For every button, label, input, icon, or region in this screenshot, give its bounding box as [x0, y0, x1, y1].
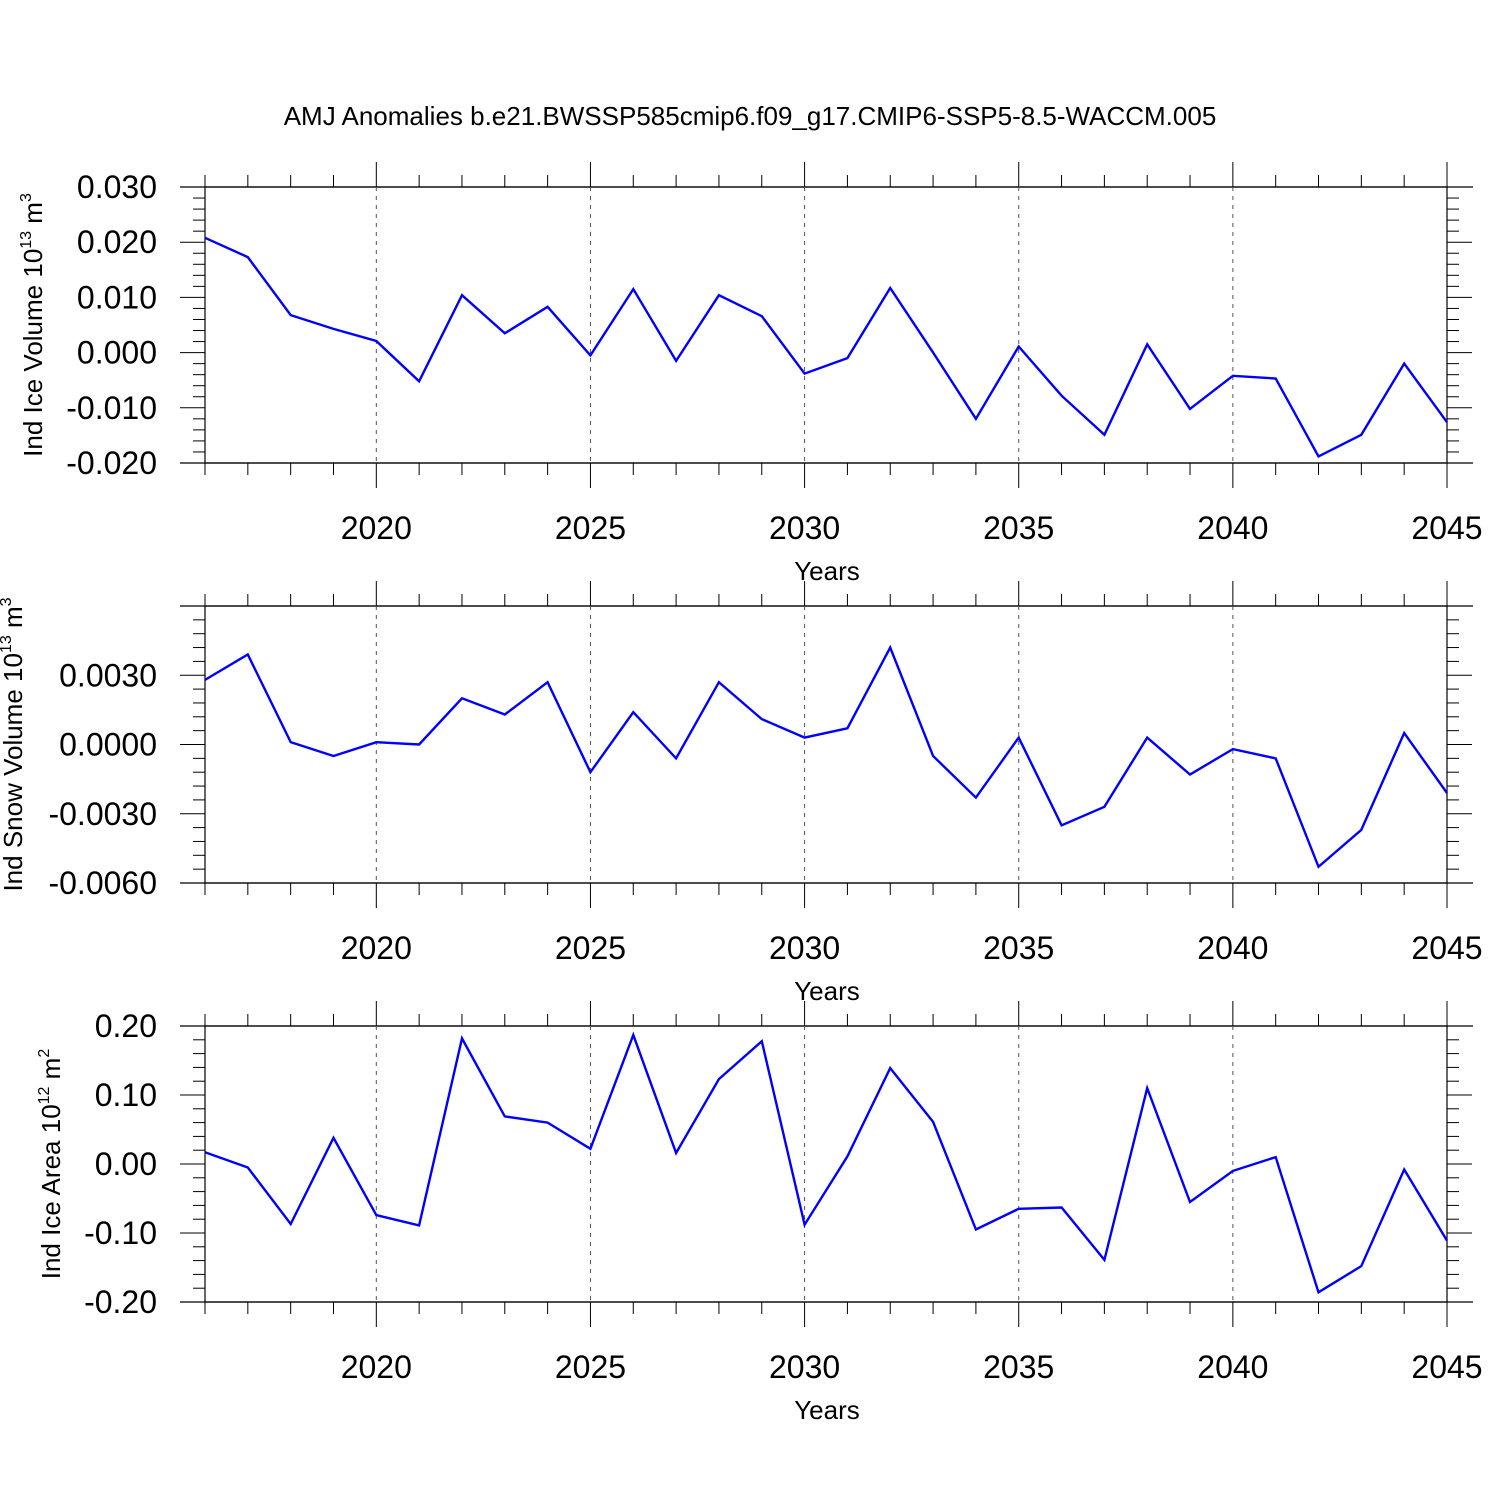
y-tick-label: 0.20	[95, 1008, 157, 1044]
x-tick-label: 2045	[1411, 930, 1482, 966]
x-tick-label: 2025	[555, 930, 626, 966]
y-tick-label: 0.020	[77, 224, 157, 260]
chart-panel-1: 2020 2025 2030 2035 2040 2045 Years 0.030 0.020 0…	[18, 162, 1483, 586]
y-tick-label: 0.010	[77, 279, 157, 315]
x-tick-label: 2045	[1411, 1349, 1482, 1385]
x-tick-label: 2035	[983, 510, 1054, 546]
x-tick-label: 2045	[1411, 510, 1482, 546]
chart-panel-2: 2020 2025 2030 2035 2040 2045 Years 0.0030 0.000…	[0, 581, 1483, 1006]
x-tick-label: 2040	[1197, 510, 1268, 546]
x-tick-label: 2030	[769, 930, 840, 966]
y-tick-label: 0.0030	[59, 657, 157, 693]
series-line	[204, 236, 1448, 458]
plot-frame	[204, 1025, 1448, 1303]
y-axis-label: Ind Snow Volume 1013 m3	[0, 597, 28, 891]
plot-frame	[204, 605, 1448, 884]
series-line	[204, 644, 1448, 869]
chart-title: AMJ Anomalies b.e21.BWSSP585cmip6.f09_g1…	[284, 101, 1217, 131]
x-tick-label: 2030	[769, 1349, 840, 1385]
y-tick-label: 0.030	[77, 169, 157, 205]
plot-frame	[204, 186, 1448, 464]
y-tick-label: -0.0060	[48, 865, 157, 901]
y-axis-label: Ind Ice Area 1012 m2	[36, 1049, 66, 1280]
x-axis-label: Years	[794, 1395, 860, 1425]
x-axis-label: Years	[794, 976, 860, 1006]
x-tick-label: 2030	[769, 510, 840, 546]
y-tick-label: 0.000	[77, 335, 157, 371]
y-tick-label: 0.00	[95, 1146, 157, 1182]
y-tick-label: -0.010	[66, 390, 157, 426]
panels: 2020 2025 2030 2035 2040 2045 Years 0.030 0.020 0…	[0, 162, 1483, 1425]
x-tick-label: 2035	[983, 930, 1054, 966]
x-tick-label: 2020	[341, 1349, 412, 1385]
chart-panel-3: 2020 2025 2030 2035 2040 2045 Years 0.20 0.10 0.0…	[36, 1001, 1483, 1425]
y-tick-label: -0.0030	[48, 796, 157, 832]
y-tick-label: -0.20	[84, 1284, 157, 1320]
series-line	[204, 1031, 1449, 1295]
y-tick-label: -0.10	[84, 1215, 157, 1251]
x-tick-label: 2025	[555, 1349, 626, 1385]
x-tick-label: 2020	[341, 510, 412, 546]
x-tick-label: 2040	[1197, 1349, 1268, 1385]
y-tick-label: -0.020	[66, 445, 157, 481]
x-tick-label: 2035	[983, 1349, 1054, 1385]
x-tick-label: 2020	[341, 930, 412, 966]
x-axis-label: Years	[794, 556, 860, 586]
x-tick-label: 2040	[1197, 930, 1268, 966]
y-tick-label: 0.10	[95, 1077, 157, 1113]
y-tick-label: 0.0000	[59, 727, 157, 763]
x-tick-label: 2025	[555, 510, 626, 546]
y-axis-label: Ind Ice Volume 1013 m3	[18, 193, 48, 457]
